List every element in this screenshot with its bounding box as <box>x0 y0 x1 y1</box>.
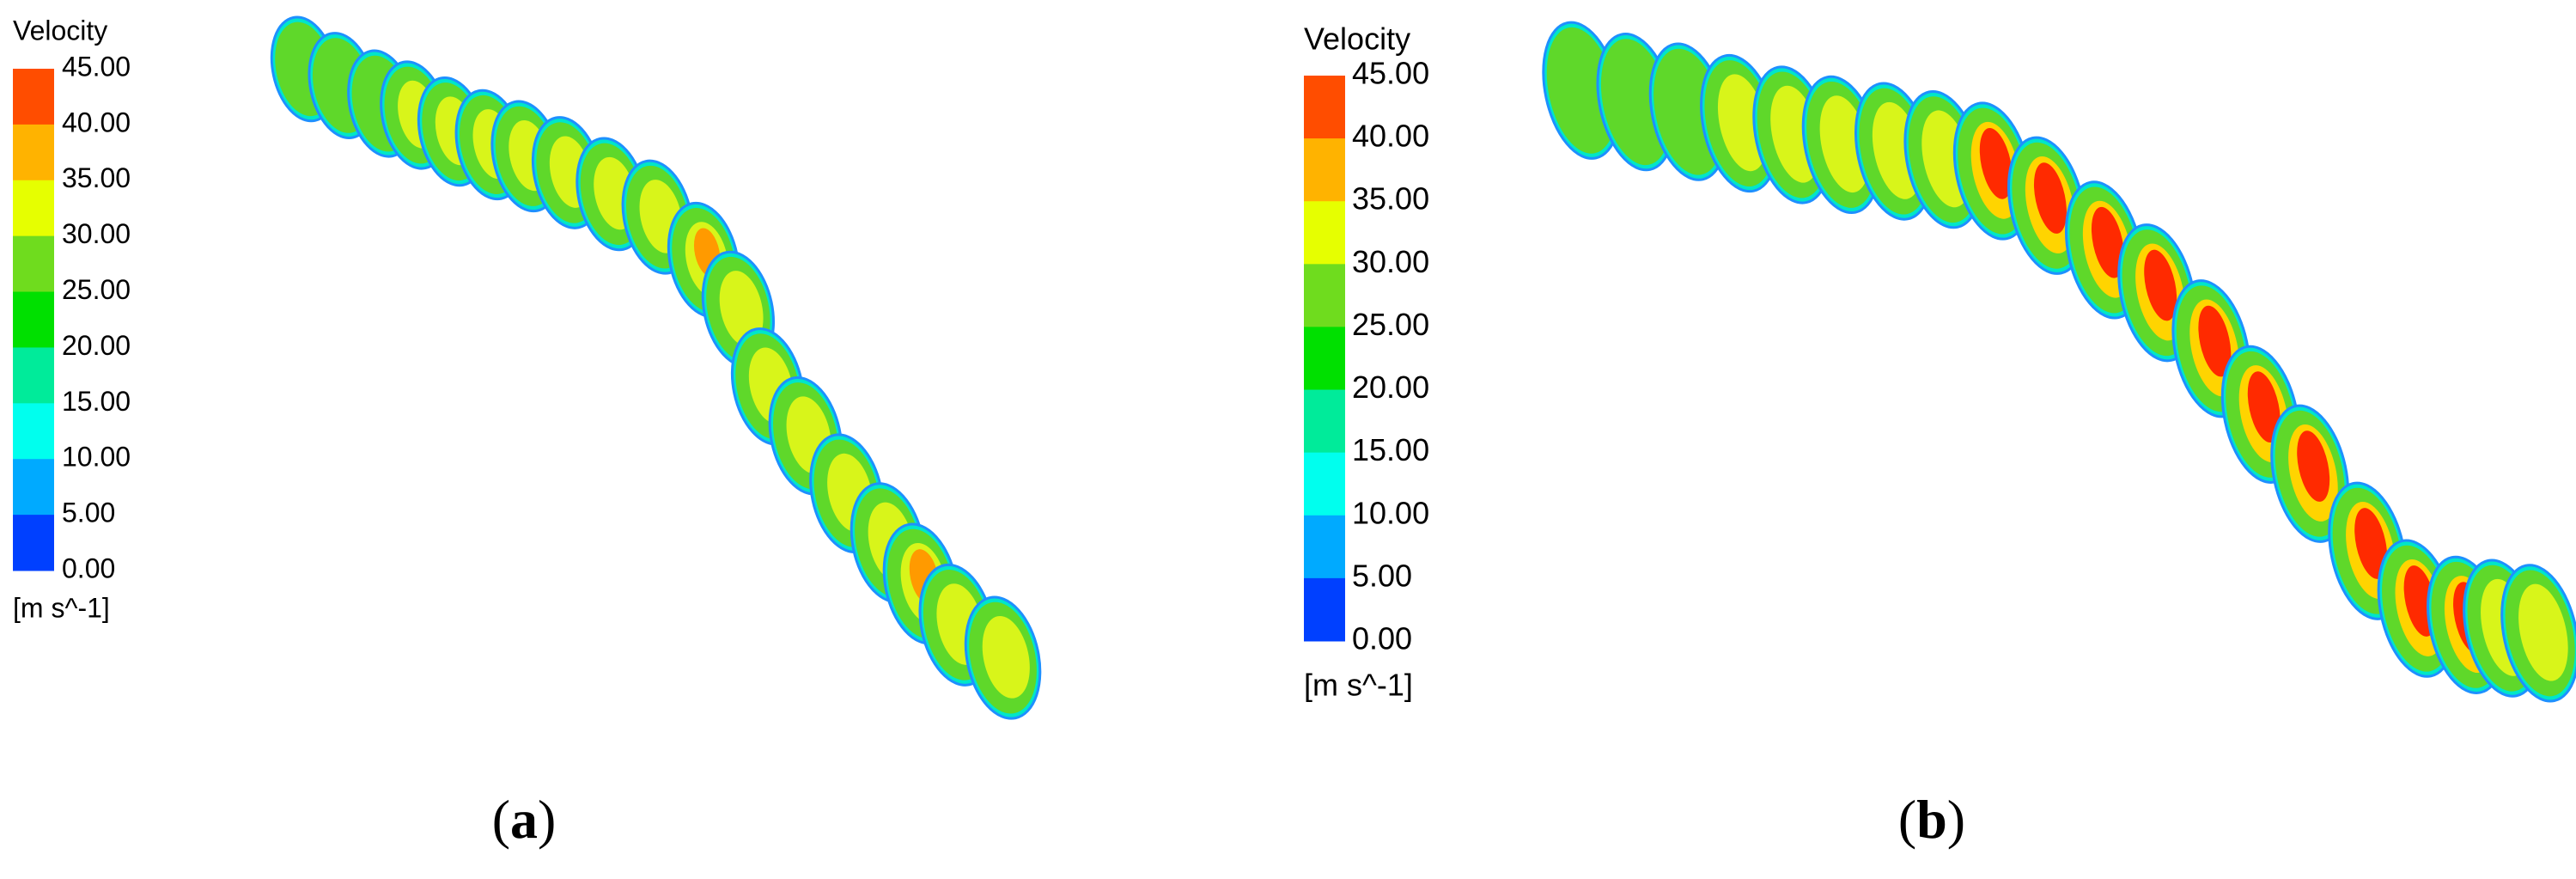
legend-band <box>1304 389 1345 454</box>
legend-band <box>1304 577 1345 642</box>
slice-core <box>2354 508 2388 579</box>
legend-band <box>13 515 54 571</box>
caption-paren: ) <box>1947 789 1965 850</box>
legend-title: Velocity <box>13 15 107 46</box>
legend-band <box>1304 515 1345 579</box>
legend-band <box>1304 264 1345 327</box>
legend-band <box>13 180 54 237</box>
legend-band <box>1304 452 1345 516</box>
slice-core <box>2297 430 2330 502</box>
caption-paren: ) <box>538 789 556 850</box>
slice-core <box>2198 305 2232 377</box>
slice <box>964 595 1042 720</box>
slice-body <box>1546 27 1617 154</box>
legend-band <box>13 235 54 293</box>
slice-core <box>2091 206 2124 278</box>
legend-band <box>1304 138 1345 202</box>
slice-core <box>2247 371 2281 443</box>
legend-tick-label: 10.00 <box>1352 495 1429 530</box>
slice-core <box>1979 128 2013 199</box>
slice-inner <box>982 615 1030 699</box>
legend-tick-label: 30.00 <box>1352 244 1429 279</box>
contour-slices <box>270 15 2576 720</box>
legend-band <box>13 459 54 516</box>
legend-tick-label: 15.00 <box>1352 432 1429 467</box>
legend-tick-label: 30.00 <box>62 218 131 249</box>
legend-tick-label: 0.00 <box>62 552 115 583</box>
legend-band <box>1304 201 1345 265</box>
legend-tick-label: 5.00 <box>62 497 115 528</box>
legend-unit: [m s^-1] <box>13 592 110 623</box>
legend-tick-label: 20.00 <box>1352 369 1429 405</box>
legend-tick-label: 10.00 <box>62 442 131 473</box>
caption-b: (b) <box>1898 789 1965 850</box>
slice-inner <box>719 271 764 346</box>
caption-paren: ( <box>1898 789 1916 850</box>
legend-band <box>13 347 54 404</box>
slice <box>2500 564 2576 703</box>
legend-tick-label: 0.00 <box>1352 621 1412 656</box>
slice-core <box>2144 249 2177 321</box>
slice-inner <box>2518 583 2568 681</box>
legend-band <box>13 403 54 460</box>
caption-letter: a <box>510 789 538 850</box>
caption-paren: ( <box>492 789 510 850</box>
legend-tick-label: 45.00 <box>1352 56 1429 91</box>
legend-band <box>13 291 54 348</box>
legend-band <box>1304 327 1345 391</box>
slice <box>2270 404 2350 543</box>
slice <box>701 250 776 368</box>
legend-tick-label: 5.00 <box>1352 558 1412 593</box>
legend-tick-label: 20.00 <box>62 330 131 361</box>
legend-band <box>1304 76 1345 139</box>
legend-title: Velocity <box>1304 21 1410 57</box>
legend-unit: [m s^-1] <box>1304 668 1413 703</box>
legend-tick-label: 40.00 <box>62 107 131 137</box>
caption-letter: b <box>1916 789 1947 850</box>
slice-core <box>2033 162 2067 234</box>
legend-tick-label: 25.00 <box>1352 307 1429 342</box>
legend-tick-label: 35.00 <box>62 162 131 193</box>
legend-band <box>13 69 54 125</box>
legend-band <box>13 124 54 181</box>
legend-tick-label: 40.00 <box>1352 119 1429 154</box>
legend-tick-label: 45.00 <box>62 51 131 82</box>
legend-tick-label: 35.00 <box>1352 181 1429 217</box>
legend-tick-label: 15.00 <box>62 386 131 417</box>
legend-tick-label: 25.00 <box>62 274 131 305</box>
caption-a: (a) <box>492 789 557 850</box>
